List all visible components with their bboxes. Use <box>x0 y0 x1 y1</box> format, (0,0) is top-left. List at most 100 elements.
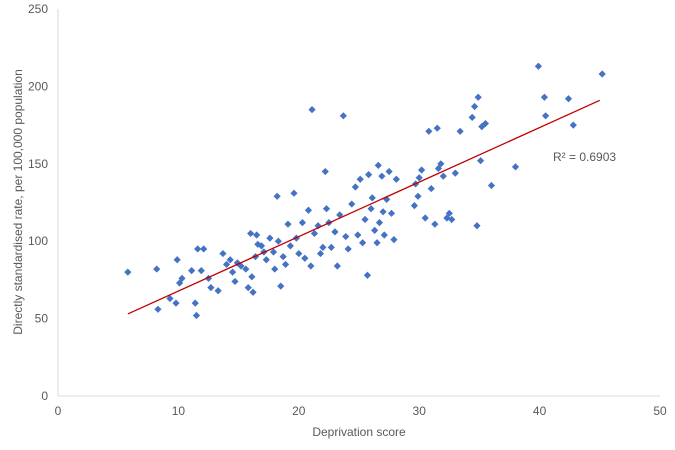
data-point <box>333 262 341 270</box>
data-point <box>331 228 339 236</box>
data-point <box>474 93 482 101</box>
data-point <box>269 248 278 256</box>
data-point <box>421 214 429 222</box>
data-point <box>226 256 234 264</box>
data-point <box>200 245 208 253</box>
data-point <box>231 277 239 286</box>
data-point <box>380 231 388 239</box>
x-tick-label: 0 <box>55 404 62 418</box>
data-point <box>598 70 606 78</box>
data-point <box>363 271 372 279</box>
data-point <box>277 282 285 290</box>
data-point <box>443 214 451 222</box>
data-point <box>249 288 257 296</box>
y-tick-label: 200 <box>28 79 48 93</box>
data-point <box>222 260 231 269</box>
data-point <box>342 232 350 241</box>
x-tick-label: 50 <box>653 404 667 418</box>
data-point <box>456 127 464 135</box>
data-point <box>172 299 180 307</box>
data-point <box>373 239 381 247</box>
data-point <box>470 102 479 111</box>
data-point <box>451 169 459 177</box>
data-point <box>178 274 186 282</box>
data-point <box>418 166 426 174</box>
data-point <box>351 183 359 191</box>
data-point <box>374 161 382 169</box>
data-point <box>304 206 313 214</box>
y-tick-labels: 0 50 100 150 200 250 <box>28 2 48 403</box>
data-point <box>284 220 292 228</box>
data-point <box>295 249 303 258</box>
data-point <box>153 265 161 273</box>
data-point <box>387 209 396 217</box>
x-axis-title: Deprivation score <box>312 425 406 439</box>
data-point <box>173 256 181 264</box>
data-point <box>487 181 496 190</box>
data-point <box>124 268 132 276</box>
x-tick-label: 30 <box>413 404 427 418</box>
data-point <box>316 249 325 258</box>
data-point <box>271 265 279 273</box>
data-point <box>511 163 520 171</box>
y-tick-label: 100 <box>28 234 48 248</box>
data-point <box>367 205 375 213</box>
data-point <box>262 256 270 264</box>
y-tick-label: 50 <box>35 312 49 326</box>
data-point <box>219 249 227 258</box>
data-point <box>431 220 439 228</box>
data-point <box>375 219 384 227</box>
data-point <box>194 245 202 253</box>
data-points <box>124 62 606 320</box>
data-point <box>321 167 329 176</box>
data-point <box>257 242 266 250</box>
data-point <box>273 192 281 200</box>
data-point <box>392 175 400 183</box>
data-point <box>379 208 387 216</box>
data-point <box>354 231 362 239</box>
r-squared-label: R² = 0.6903 <box>553 150 616 164</box>
data-point <box>434 164 443 173</box>
data-point <box>308 106 316 114</box>
data-point <box>191 299 199 307</box>
data-point <box>477 157 485 165</box>
data-point <box>356 175 364 183</box>
data-point <box>371 226 379 234</box>
y-tick-label: 150 <box>28 157 48 171</box>
data-point <box>534 62 542 70</box>
data-point <box>336 211 344 219</box>
data-point <box>468 113 476 121</box>
data-point <box>322 205 331 213</box>
data-point <box>414 192 422 200</box>
data-point <box>166 294 174 303</box>
data-point <box>207 284 215 292</box>
data-point <box>448 215 456 224</box>
data-point <box>310 229 319 238</box>
data-point <box>378 172 386 180</box>
data-point <box>445 209 453 217</box>
data-point <box>415 174 423 182</box>
data-point <box>214 287 222 295</box>
trendline <box>127 99 601 315</box>
x-tick-label: 40 <box>533 404 547 418</box>
data-point <box>319 243 327 251</box>
y-axis-title: Directly standardised rate, per 100,000 … <box>11 69 25 335</box>
data-point <box>301 254 309 262</box>
data-point <box>433 124 441 132</box>
data-point <box>286 242 294 250</box>
data-point <box>244 284 252 292</box>
data-point <box>481 119 490 128</box>
data-point <box>176 279 184 287</box>
data-point <box>348 200 356 208</box>
data-point <box>253 231 261 239</box>
data-point <box>274 237 282 245</box>
y-tick-label: 250 <box>28 2 48 16</box>
data-point <box>192 311 201 320</box>
data-point <box>410 201 418 210</box>
data-point <box>154 305 162 313</box>
x-tick-labels: 0 10 20 30 40 50 <box>55 404 667 418</box>
data-point <box>365 171 373 179</box>
data-point <box>314 222 322 230</box>
